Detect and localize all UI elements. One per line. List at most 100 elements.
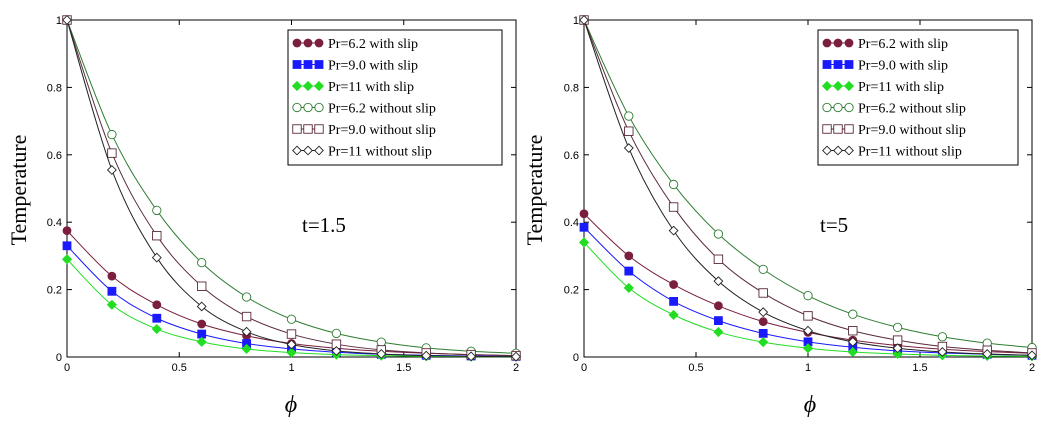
data-point [579, 222, 589, 232]
data-point [847, 346, 858, 358]
data-point [1027, 350, 1037, 361]
legend-box [287, 29, 503, 166]
legend-label: Pr=6.2 without slip [858, 102, 966, 117]
legend-marker [314, 60, 324, 69]
data-point [758, 329, 768, 338]
data-point [758, 264, 768, 275]
data-point [758, 337, 769, 348]
legend-marker [844, 60, 854, 69]
data-point [286, 314, 297, 324]
data-point [62, 15, 72, 25]
data-point [152, 313, 162, 323]
data-point [376, 349, 387, 359]
legend-entry: Pr=6.2 with slip [292, 37, 418, 52]
y-tick-label: 1 [56, 15, 62, 27]
legend-label: Pr=6.2 with slip [858, 37, 948, 52]
legend-label: Pr=11 with slip [858, 80, 944, 95]
legend: Pr=6.2 with slip Pr=9.0 with slip Pr=11 wi… [817, 29, 1019, 166]
data-point [624, 266, 634, 276]
data-point [624, 251, 634, 261]
legend-marker [833, 102, 843, 113]
data-point [714, 316, 723, 326]
data-point [107, 148, 117, 158]
legend-marker [314, 145, 324, 156]
legend-marker [303, 124, 313, 134]
data-point [196, 281, 207, 291]
data-point [668, 202, 679, 212]
y-axis-label: Temperature [522, 135, 547, 246]
legend-marker [303, 102, 313, 113]
legend-marker [292, 102, 302, 113]
data-point [713, 276, 724, 287]
legend-marker [821, 80, 833, 92]
y-tick-label: 0 [573, 352, 579, 364]
data-point [579, 15, 589, 25]
data-point [197, 319, 207, 329]
legend-label: Pr=11 with slip [328, 80, 414, 95]
legend-label: Pr=11 without slip [328, 145, 432, 160]
data-point [331, 328, 342, 339]
legend-box [817, 29, 1019, 166]
legend-marker [833, 124, 843, 134]
data-point [803, 291, 813, 301]
data-point [713, 254, 724, 264]
legend-marker [822, 102, 832, 113]
data-point [286, 329, 297, 339]
data-point [668, 309, 679, 320]
x-tick-label: 0.5 [172, 362, 187, 374]
data-point [848, 326, 858, 336]
y-tick-label: 0.8 [47, 82, 62, 94]
y-tick-label: 1 [573, 15, 579, 27]
y-tick-label: 0.2 [564, 285, 579, 297]
data-point [982, 349, 993, 359]
y-axis-label: Temperature [6, 135, 31, 246]
legend-marker [822, 60, 832, 69]
series [579, 15, 1037, 361]
x-tick-label: 0.5 [688, 362, 703, 374]
data-point [669, 280, 678, 289]
time-annotation: t=5 [820, 213, 848, 237]
data-point [286, 347, 297, 358]
legend-entry: Pr=11 with slip [821, 80, 944, 95]
legend: Pr=6.2 with slip Pr=9.0 with slip Pr=11 wi… [287, 29, 503, 166]
x-tick-label: 0 [64, 362, 70, 374]
data-point [714, 301, 723, 311]
legend-marker [844, 145, 854, 156]
data-point [803, 325, 813, 336]
legend-entry: Pr=9.0 without slip [292, 123, 436, 138]
x-tick-label: 1 [288, 362, 294, 374]
legend-label: Pr=9.0 without slip [858, 123, 966, 138]
data-point [286, 339, 297, 350]
x-axis-label: ϕ [285, 392, 297, 418]
data-point [511, 351, 521, 362]
legend-entry: Pr=11 without slip [292, 145, 432, 160]
data-point [802, 343, 814, 354]
data-point [241, 311, 252, 322]
data-point [892, 348, 903, 360]
data-point [669, 296, 678, 306]
legend-marker [822, 124, 832, 134]
data-point [892, 322, 903, 332]
legend-label: Pr=9.0 without slip [328, 123, 436, 138]
legend-marker [292, 38, 302, 48]
data-point [151, 252, 162, 263]
legend-label: Pr=6.2 with slip [328, 37, 418, 52]
legend-label: Pr=6.2 without slip [328, 102, 436, 117]
legend-entry: Pr=6.2 with slip [822, 37, 948, 52]
legend-entry: Pr=11 with slip [291, 80, 414, 95]
legend-marker [822, 38, 832, 48]
data-point [107, 129, 117, 140]
data-point [623, 143, 634, 153]
legend-entry: Pr=9.0 without slip [822, 123, 966, 138]
legend-marker [844, 38, 854, 48]
data-point [107, 286, 117, 296]
legend-marker [833, 60, 843, 69]
legend-entry: Pr=11 without slip [822, 145, 962, 160]
data-point [848, 309, 858, 319]
data-point [107, 271, 117, 281]
data-point [241, 326, 252, 337]
data-point [937, 332, 948, 342]
series-line [66, 19, 517, 358]
